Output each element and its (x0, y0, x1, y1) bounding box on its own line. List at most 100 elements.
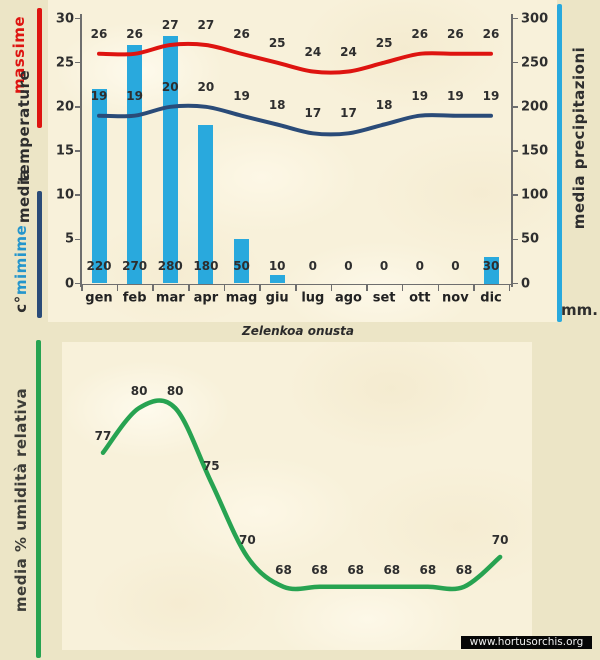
x-axis-tick (295, 283, 297, 291)
massime-point-label: 26 (233, 26, 250, 41)
x-axis-tick (401, 283, 404, 291)
precip-bar-label: 280 (157, 258, 183, 273)
massime-point-label: 26 (447, 26, 464, 41)
left-axis-tick-label: 10 (55, 187, 74, 203)
massime-point-label: 24 (304, 44, 322, 59)
massime-point-label: 27 (197, 18, 215, 32)
massime-point-label: 26 (126, 26, 143, 41)
month-label: gen (85, 290, 113, 306)
humidity-point-label: 68 (419, 562, 437, 577)
humidity-point-label: 68 (455, 562, 473, 577)
left-axis-tick-label: 0 (64, 276, 74, 291)
mimime-axis-title: mimime (12, 224, 30, 296)
mimime-point-label: 19 (447, 88, 464, 103)
humidity-point-label: 68 (383, 562, 401, 577)
precipitation-axis-title: media precipitazioni (570, 46, 588, 230)
precip-bar-label: 180 (193, 258, 219, 273)
right-axis-tick-label: 100 (521, 187, 549, 203)
massime-point-label: 25 (268, 35, 286, 50)
x-axis-tick (116, 283, 119, 291)
right-axis-tick-label: 300 (521, 11, 549, 26)
mm-unit-label: mm. (561, 301, 598, 319)
right-axis (511, 14, 513, 287)
precip-bar-label: 0 (344, 258, 353, 273)
month-label: ott (409, 290, 431, 306)
x-axis-tick (188, 283, 190, 291)
right-axis-tick (512, 282, 518, 285)
month-label: giu (265, 290, 289, 306)
left-axis-tick (75, 238, 80, 241)
x-axis-tick (508, 283, 511, 291)
humidity-point-label: 80 (130, 384, 148, 398)
precip-bar-label: 0 (451, 258, 460, 273)
precip-bar (269, 274, 285, 284)
precip-bar-label: 50 (233, 258, 250, 273)
right-axis-tick (512, 106, 518, 108)
celsius-unit-label: c° (12, 295, 30, 313)
top-chart-panel-background (48, 0, 557, 322)
left-axis-tick-label: 30 (55, 11, 74, 26)
month-label: mag (225, 290, 258, 306)
left-axis-tick (75, 17, 80, 20)
right-axis-tick (512, 17, 518, 20)
media-axis-title: media (15, 168, 33, 224)
left-axis-tick (75, 150, 80, 152)
precip-bar-label: 0 (415, 258, 424, 273)
mimime-point-label: 19 (482, 88, 500, 103)
precip-bar (162, 36, 178, 284)
mimime-point-label: 18 (375, 97, 393, 112)
month-label: mar (155, 290, 185, 306)
mimime-point-label: 20 (161, 79, 179, 94)
massime-point-label: 26 (90, 26, 108, 41)
precip-bar-label: 220 (86, 258, 112, 273)
right-axis-tick (512, 194, 518, 196)
left-axis-tick (75, 194, 80, 196)
humidity-accent-line (36, 340, 41, 658)
precip-bar (127, 45, 143, 284)
x-axis-tick (223, 283, 226, 291)
right-axis-tick-label: 50 (521, 231, 540, 247)
month-label: set (372, 290, 396, 306)
precip-bar (234, 239, 250, 284)
left-axis-tick-label: 5 (64, 231, 74, 247)
precip-bar-label: 10 (268, 258, 286, 273)
humidity-point-label: 68 (275, 562, 292, 577)
precip-bar (483, 257, 499, 284)
left-axis (80, 14, 82, 287)
massime-point-label: 26 (411, 26, 429, 41)
humidity-point-label: 80 (166, 384, 184, 398)
month-label: lug (301, 290, 325, 306)
precip-bar-label: 0 (308, 258, 318, 273)
month-label: nov (442, 290, 469, 306)
right-axis-tick (512, 61, 518, 64)
humidity-point-label: 68 (311, 562, 328, 577)
precip-bar (91, 89, 107, 284)
x-axis-tick (437, 283, 440, 291)
left-axis-tick-label: 15 (55, 143, 74, 159)
precip-bar-label: 0 (379, 258, 389, 273)
mimime-accent-line (37, 191, 42, 318)
mimime-point-label: 19 (411, 88, 429, 103)
humidity-axis-title: media % umidità relativa (12, 387, 30, 613)
right-axis-tick-label: 250 (521, 55, 549, 71)
mimime-point-label: 17 (340, 106, 357, 121)
watermark: www.hortusorchis.org (461, 636, 592, 649)
humidity-point-label: 70 (239, 533, 256, 547)
left-axis-tick (75, 282, 80, 285)
chart-title: Zelenkoa onusta (241, 324, 355, 338)
temperature-axis-title: temperature (15, 69, 33, 183)
humidity-point-label: 68 (347, 562, 365, 577)
right-axis-tick-label: 0 (521, 276, 531, 291)
x-axis-tick (366, 283, 368, 291)
precip-bar-label: 30 (482, 258, 500, 273)
precipitation-accent-line (557, 4, 562, 322)
month-label: ago (334, 290, 362, 306)
month-label: apr (193, 290, 219, 306)
precip-bar-label: 270 (122, 258, 148, 273)
mimime-point-label: 19 (233, 88, 250, 103)
x-axis-tick (259, 283, 261, 291)
right-axis-tick-label: 150 (521, 143, 549, 159)
mimime-point-label: 17 (304, 106, 322, 121)
massime-point-label: 26 (482, 26, 500, 41)
